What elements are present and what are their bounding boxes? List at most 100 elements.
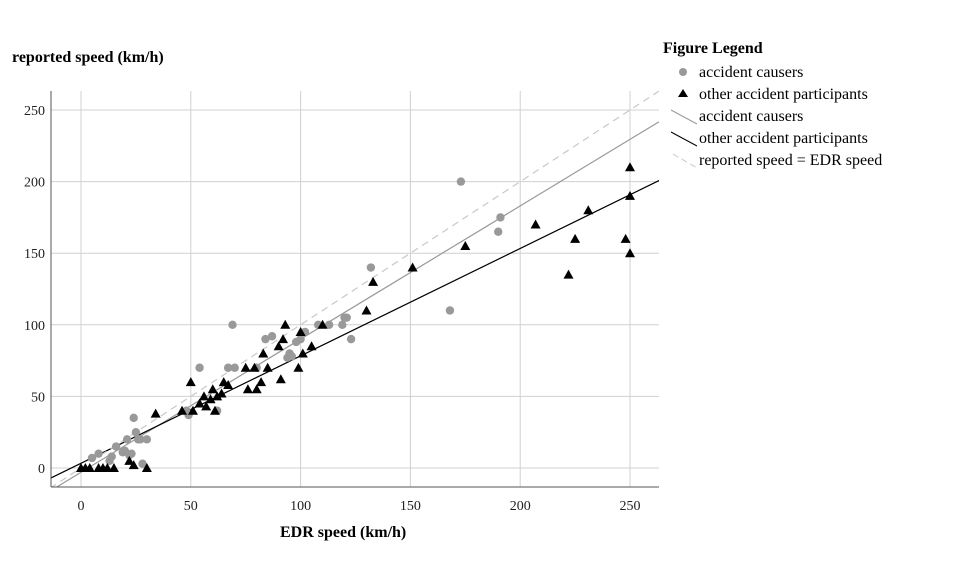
legend: Figure Legend accident causers other acc… <box>663 40 882 172</box>
circle-marker <box>338 320 347 329</box>
triangle-marker <box>297 348 308 358</box>
triangle-marker <box>258 348 269 358</box>
circle-marker <box>127 449 136 458</box>
y-tick-label: 50 <box>31 390 45 405</box>
circle-marker <box>456 177 466 186</box>
triangle-marker <box>194 398 205 408</box>
triangle-marker-icon <box>678 89 688 97</box>
triangle-marker <box>256 377 267 387</box>
triangle-marker <box>295 326 306 336</box>
circle-marker <box>230 363 239 372</box>
x-tick-label: 50 <box>184 499 198 514</box>
circle-marker <box>122 435 132 444</box>
triangle-marker <box>530 219 541 229</box>
legend-label: accident causers <box>699 64 804 81</box>
triangle-marker <box>242 384 253 394</box>
circle-marker <box>346 334 356 344</box>
line-grey-icon <box>671 109 697 125</box>
circle-marker <box>223 363 233 372</box>
circle-marker <box>142 435 152 444</box>
triangle-marker <box>278 334 289 344</box>
triangle-marker <box>84 463 95 472</box>
triangle-marker <box>275 374 286 384</box>
circle-marker <box>342 313 351 322</box>
x-tick-label: 0 <box>78 499 85 514</box>
legend-title: Figure Legend <box>663 40 763 57</box>
triangle-marker <box>212 391 223 401</box>
y-axis-title: reported speed (km/h) <box>12 49 164 66</box>
triangle-marker <box>625 248 635 258</box>
line-black-icon <box>671 131 697 147</box>
axes <box>50 91 659 488</box>
legend-label: reported speed = EDR speed <box>699 152 883 169</box>
triangle-marker <box>223 379 234 389</box>
circle-marker <box>296 334 305 344</box>
legend-label: other accident participants <box>699 130 868 147</box>
triangle-marker <box>198 391 209 401</box>
circle-marker-icon <box>679 68 687 76</box>
y-tick-label: 150 <box>24 247 45 262</box>
triangle-marker <box>361 305 372 315</box>
y-tick-label: 100 <box>24 319 45 334</box>
grid-lines <box>51 91 659 487</box>
circle-marker <box>131 428 141 437</box>
circle-marker <box>111 442 121 451</box>
triangle-marker <box>317 319 328 329</box>
fit-line <box>51 179 659 479</box>
y-tick-label: 250 <box>24 104 45 119</box>
circle-marker <box>494 227 503 236</box>
x-axis-title: EDR speed (km/h) <box>280 524 407 541</box>
triangle-marker <box>102 463 113 472</box>
y-tick-label: 0 <box>38 462 45 477</box>
triangle-marker <box>150 408 161 418</box>
triangle-marker <box>108 463 119 472</box>
triangle-marker <box>625 190 635 200</box>
triangle-marker <box>407 262 418 272</box>
triangle-marker <box>207 384 218 394</box>
circle-marker <box>87 453 97 463</box>
triangle-marker <box>460 241 471 251</box>
triangle-marker <box>249 362 260 372</box>
triangle-marker <box>570 233 581 243</box>
circle-marker <box>195 363 204 372</box>
legend-item-participants-line: other accident participants <box>663 128 882 150</box>
triangle-marker <box>177 405 188 415</box>
legend-label: accident causers <box>699 108 804 125</box>
legend-item-causers-line: accident causers <box>663 106 882 128</box>
triangle-marker <box>620 233 631 243</box>
circle-marker <box>107 452 116 461</box>
circle-marker <box>138 459 147 468</box>
circle-marker <box>445 306 455 315</box>
circle-marker <box>324 320 334 329</box>
circle-marker <box>366 263 376 272</box>
triangle-marker <box>187 405 198 415</box>
triangle-marker <box>583 205 594 215</box>
triangle-marker <box>273 341 284 351</box>
triangle-marker <box>293 362 304 372</box>
circle-marker <box>261 334 270 344</box>
circle-marker <box>136 435 145 444</box>
fit-lines <box>51 91 659 487</box>
circle-marker <box>129 413 138 423</box>
fit-line <box>55 121 659 487</box>
x-tick-label: 150 <box>400 499 421 514</box>
triangle-marker <box>251 384 262 394</box>
tick-labels: 0 50 100 150 200 250 0 50 100 150 200 250 <box>24 104 641 514</box>
triangle-marker <box>185 377 196 387</box>
triangle-marker <box>262 362 273 372</box>
circle-marker <box>287 352 297 361</box>
triangle-marker <box>124 455 135 465</box>
triangle-marker <box>209 405 220 415</box>
triangle-marker <box>625 162 635 172</box>
triangle-marker <box>240 362 251 372</box>
circle-marker <box>228 320 237 329</box>
triangle-marker <box>368 276 379 286</box>
circle-marker <box>94 449 103 458</box>
data-points <box>76 162 635 472</box>
reference-line <box>51 91 659 487</box>
legend-item-causers-points: accident causers <box>663 62 882 84</box>
triangle-marker <box>141 463 152 472</box>
x-tick-label: 100 <box>290 499 311 514</box>
triangle-marker <box>128 460 139 470</box>
